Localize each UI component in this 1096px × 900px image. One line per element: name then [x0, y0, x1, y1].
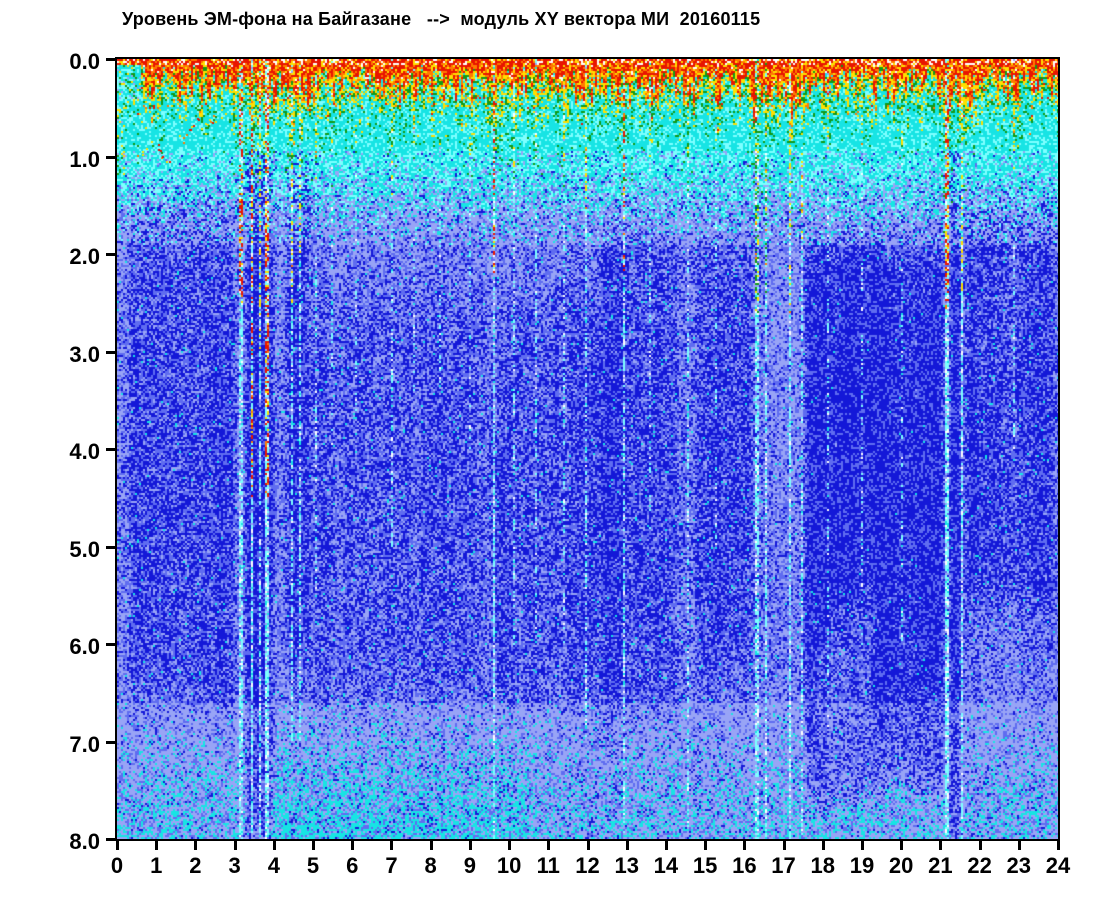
x-tick-label: 24	[1045, 853, 1071, 878]
x-tick-label: 8	[424, 853, 437, 878]
x-tick-mark	[155, 839, 159, 850]
y-tick-mark	[106, 448, 117, 451]
x-tick-label: 2	[189, 853, 202, 878]
x-tick-label: 17	[771, 853, 796, 878]
y-tick-label: 0.0	[69, 49, 100, 74]
y-tick-mark	[106, 545, 117, 549]
x-tick-label: 7	[385, 853, 398, 878]
x-tick-mark	[1057, 839, 1060, 850]
spectrogram-canvas	[117, 59, 1058, 839]
x-tick-mark	[625, 839, 629, 850]
x-tick-label: 4	[267, 853, 280, 878]
x-tick-mark	[547, 839, 551, 850]
x-tick-mark	[468, 839, 472, 850]
x-tick-label: 9	[463, 853, 476, 878]
x-tick-mark	[1017, 839, 1021, 850]
x-tick-label: 1	[150, 853, 163, 878]
x-tick-mark	[586, 839, 590, 850]
x-tick-mark	[272, 839, 276, 850]
y-tick-mark	[106, 350, 117, 354]
x-tick-label: 6	[346, 853, 359, 878]
x-tick-mark	[900, 839, 904, 850]
y-tick-mark	[106, 838, 117, 841]
x-tick-mark	[821, 839, 825, 850]
x-tick-mark	[312, 839, 316, 850]
x-tick-mark	[194, 839, 198, 850]
x-tick-label: 11	[536, 853, 560, 878]
y-tick-mark	[106, 253, 117, 256]
y-tick-mark	[106, 643, 117, 646]
x-tick-label: 16	[732, 853, 757, 878]
x-tick-label: 19	[849, 853, 875, 878]
x-tick-mark	[508, 839, 512, 850]
x-tick-label: 18	[810, 853, 835, 878]
x-tick-label: 21	[928, 853, 953, 878]
y-tick-label: 3.0	[69, 341, 100, 367]
y-tick-mark	[106, 740, 117, 744]
x-tick-label: 20	[888, 853, 914, 878]
x-tick-mark	[978, 839, 982, 850]
x-tick-mark	[351, 839, 355, 850]
x-tick-mark	[664, 839, 668, 850]
y-tick-label: 2.0	[69, 244, 100, 269]
y-tick-mark	[106, 155, 117, 159]
x-tick-label: 15	[692, 853, 718, 878]
x-tick-label: 5	[306, 853, 320, 878]
x-tick-label: 0	[110, 853, 124, 878]
x-tick-label: 10	[496, 853, 522, 878]
x-tick-mark	[782, 839, 786, 850]
plot-frame	[106, 57, 1060, 850]
y-tick-mark	[106, 58, 117, 61]
x-tick-mark	[429, 839, 433, 850]
x-tick-label: 23	[1006, 853, 1032, 878]
x-tick-label: 22	[967, 853, 992, 878]
x-tick-label: 12	[575, 853, 600, 878]
x-tick-mark	[939, 839, 943, 850]
y-tick-label: 6.0	[69, 634, 100, 659]
x-tick-mark	[233, 839, 237, 850]
x-tick-mark	[116, 839, 119, 850]
y-tick-label: 8.0	[69, 829, 100, 854]
y-tick-label: 1.0	[69, 146, 100, 172]
y-tick-label: 5.0	[69, 536, 100, 562]
x-tick-mark	[743, 839, 747, 850]
x-tick-mark	[860, 839, 864, 850]
y-axis-labels: 0.0 1.0 2.0 3.0 4.0 5.0 6.0 7.0 8.0	[36, 49, 100, 854]
x-axis-labels: 0 1 2 3 4 5 6 7 8 9 10 11 12 13 14 15 16 17 18 19 20 21 22 23 24	[111, 853, 1070, 883]
x-tick-label: 3	[228, 853, 241, 878]
x-tick-label: 14	[653, 853, 679, 878]
y-tick-label: 4.0	[69, 439, 100, 464]
y-tick-label: 7.0	[69, 731, 100, 757]
chart-title: Уровень ЭМ-фона на Байгазане --> модуль …	[122, 9, 761, 29]
x-tick-label: 13	[614, 853, 639, 878]
x-tick-mark	[390, 839, 394, 850]
x-tick-mark	[704, 839, 708, 850]
